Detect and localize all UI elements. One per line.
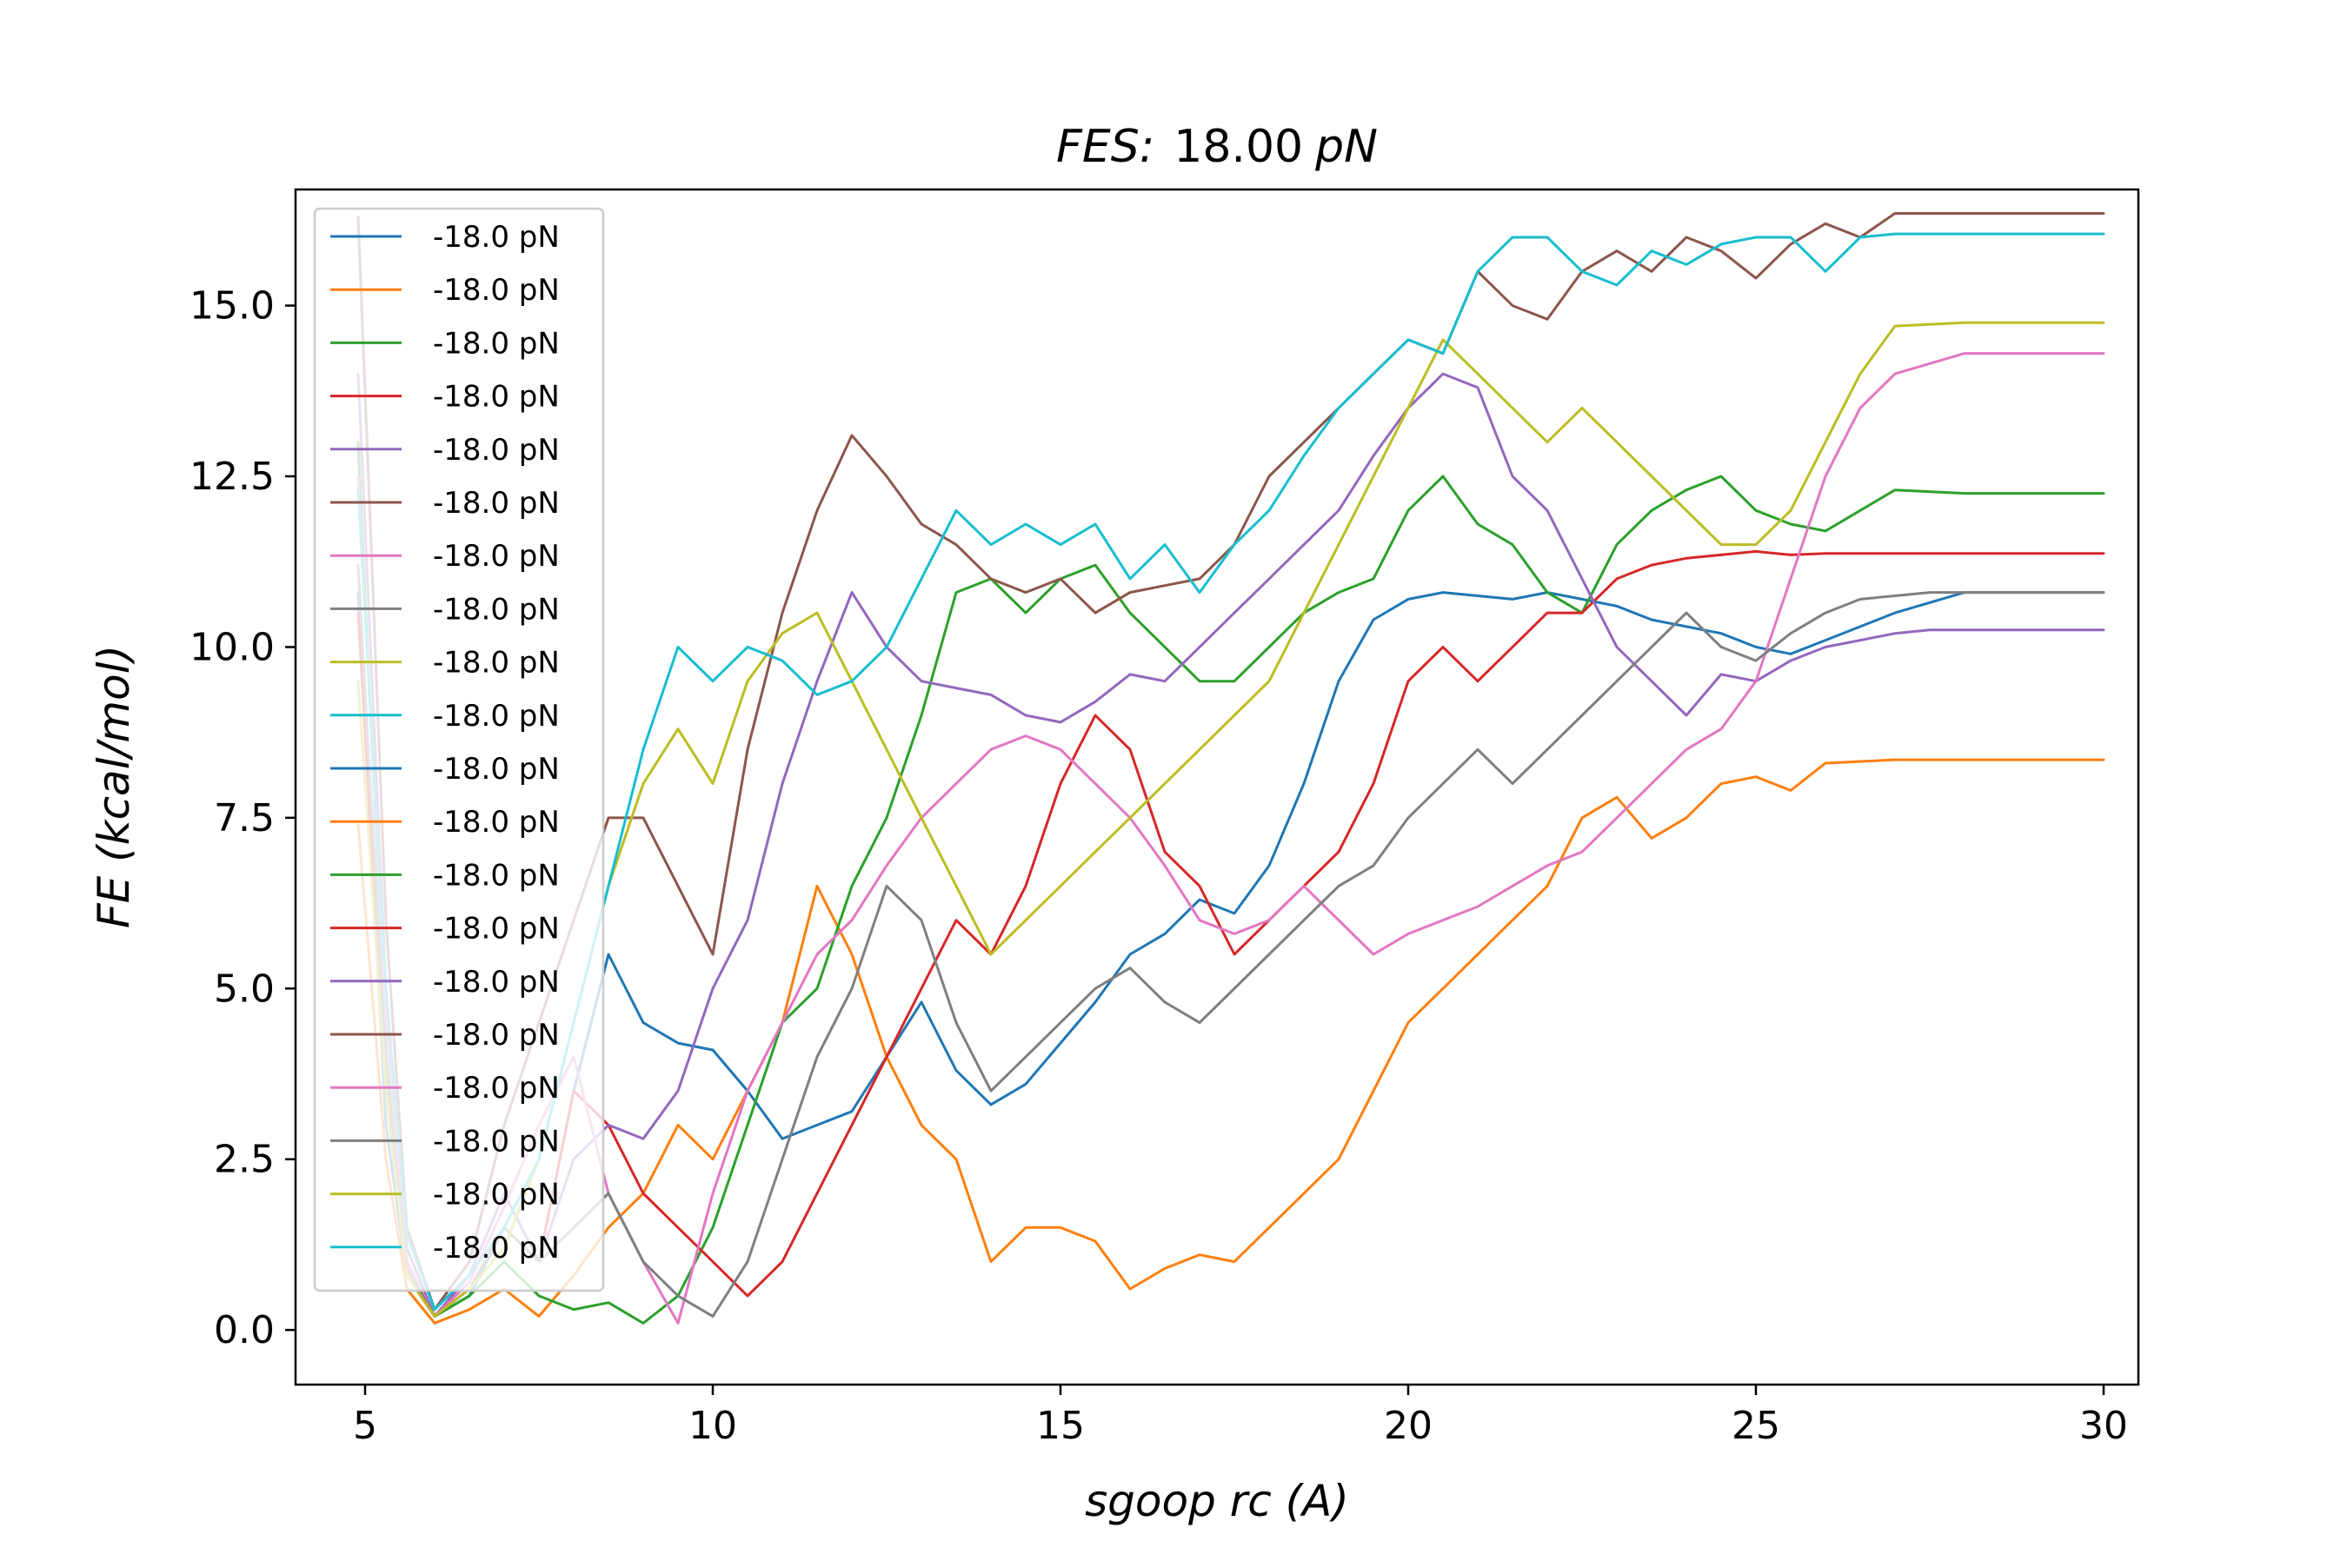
x-tick-label: 25 (1732, 1404, 1780, 1448)
legend-label: -18.0 pN (433, 1124, 560, 1159)
legend-label: -18.0 pN (433, 1071, 560, 1106)
legend-label: -18.0 pN (433, 858, 560, 893)
legend-label: -18.0 pN (433, 699, 560, 734)
legend-label: -18.0 pN (433, 220, 560, 255)
legend-entries: -18.0 pN -18.0 pN -18.0 pN -18.0 pN -18.0 pN… (330, 220, 560, 1266)
series-line-3 (356, 441, 2105, 1325)
x-tick-label: 20 (1384, 1404, 1433, 1448)
y-axis: 0.0 2.5 5.0 7.5 10.0 12.5 15.0 (189, 284, 296, 1352)
legend-label: -18.0 pN (433, 326, 560, 361)
legend: -18.0 pN -18.0 pN -18.0 pN -18.0 pN -18.0 pN… (313, 207, 605, 1292)
legend-label: -18.0 pN (433, 965, 560, 1000)
y-tick-label: 5.0 (214, 967, 275, 1011)
chart-title-value: 18.00 (1174, 121, 1303, 173)
plot-frame (294, 188, 2140, 1386)
y-tick-label: 15.0 (189, 284, 275, 329)
chart-title-unit: pN (1314, 121, 1378, 173)
legend-frame (313, 207, 605, 1292)
x-tick-label: 30 (2079, 1404, 2128, 1448)
y-tick-label: 2.5 (214, 1138, 275, 1182)
x-tick-label: 15 (1036, 1404, 1085, 1448)
chart-title-italic: FES: (1056, 121, 1154, 173)
y-tick-label: 0.0 (214, 1308, 275, 1352)
legend-label: -18.0 pN (433, 273, 560, 308)
legend-label: -18.0 pN (433, 433, 560, 468)
legend-label: -18.0 pN (433, 592, 560, 627)
legend-label: -18.0 pN (433, 646, 560, 681)
legend-label: -18.0 pN (433, 912, 560, 947)
x-axis: 5 10 15 20 25 30 (353, 1385, 2128, 1448)
legend-label: -18.0 pN (433, 1178, 560, 1213)
legend-label: -18.0 pN (433, 486, 560, 521)
legend-label: -18.0 pN (433, 752, 560, 787)
y-tick-label: 10.0 (189, 625, 275, 669)
x-tick-label: 5 (353, 1404, 377, 1448)
x-tick-label: 10 (688, 1404, 737, 1448)
legend-label: -18.0 pN (433, 539, 560, 574)
legend-label: -18.0 pN (433, 805, 560, 840)
legend-label: -18.0 pN (433, 1231, 560, 1266)
legend-label: -18.0 pN (433, 380, 560, 415)
x-axis-label: sgoop rc (A) (1085, 1476, 1349, 1526)
chart-title: FES: 18.00 pN (1056, 121, 1378, 173)
y-tick-label: 12.5 (189, 455, 275, 499)
y-axis-label: FE (kcal/mol) (89, 645, 139, 928)
legend-label: -18.0 pN (433, 1018, 560, 1053)
y-tick-label: 7.5 (214, 796, 275, 840)
